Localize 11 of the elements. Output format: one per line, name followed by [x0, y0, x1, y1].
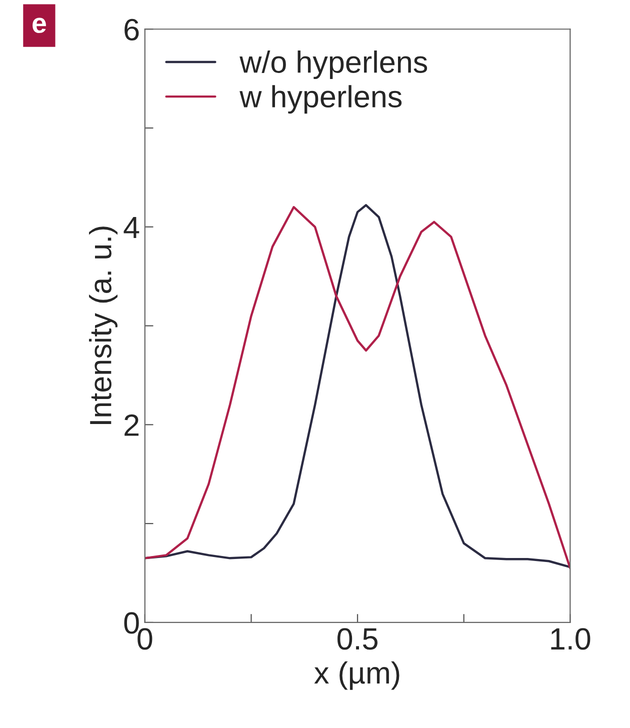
y-tick-label: 4 [124, 216, 140, 238]
x-axis-title: x (µm) [314, 661, 400, 690]
text: e [32, 18, 46, 34]
legend-label: w/o hyperlens [240, 50, 428, 79]
x-tick-label: 0.5 [337, 628, 378, 650]
y-tick-label: 0 [124, 612, 139, 634]
x-tick-label: 1.0 [551, 628, 590, 650]
legend-label: w hyperlens [240, 85, 402, 114]
y-tick-label: 2 [124, 414, 139, 436]
y-tick-label: 6 [124, 18, 139, 40]
y-axis-title: Intensity (a. u.) [89, 226, 118, 424]
